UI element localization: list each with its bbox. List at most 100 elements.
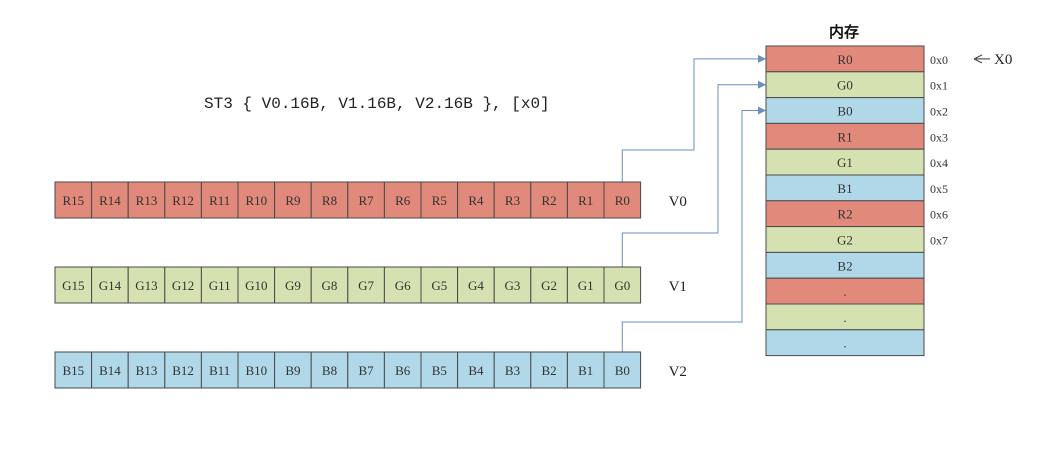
register-lane-label: G6 [395,278,411,293]
register-lane-cell [310,351,349,389]
register-lane-cell [237,181,276,219]
register-lane-label: B3 [505,363,520,378]
register-lane-label: R13 [136,193,158,208]
memory-cell-label: R2 [837,207,852,222]
register-lane-label: B14 [99,363,121,378]
memory-cell [765,226,925,253]
memory-cell [765,148,925,176]
register-lane-label: B6 [395,363,411,378]
memory-column: R0 0x0 G0 0x1 B0 0x2 R1 0x3 G1 0x4 B1 0x5 R2 0x6 G2 0x7… [765,45,948,357]
register-lane-label: R0 [615,193,630,208]
register-lane-label: R4 [468,193,484,208]
register-lane-label: R11 [209,193,230,208]
register-v1: G15 G14 G13 G12 G11 G10 G9 G8 G7 G6 G5 G4 G3 G2 G1 G0 V1 [54,266,687,304]
register-lane-label: R12 [172,193,194,208]
register-lane-label: B9 [285,363,300,378]
register-lane-label: G14 [99,278,122,293]
register-lane-label: R3 [505,193,520,208]
register-lane-label: R5 [432,193,447,208]
memory-address: 0x0 [930,53,948,67]
memory-cell [765,71,925,99]
memory-cell-label: . [843,336,846,351]
memory-address: 0x5 [930,182,948,196]
memory-address: 0x7 [930,234,948,248]
memory-cell-label: R1 [837,129,852,144]
register-lane-cell [200,266,239,304]
memory-address: 0x2 [930,105,948,119]
memory-cell [765,329,925,357]
register-lane-cell [237,266,276,304]
register-lane-cell [347,181,385,219]
connector-line-v2 [621,106,766,352]
register-lane-label: B13 [136,363,158,378]
register-lane-cell [127,181,166,219]
register-lane-cell [54,351,93,389]
register-lane-cell [347,351,385,389]
register-lane-label: B4 [468,363,484,378]
register-v0: R15 R14 R13 R12 R11 R10 R9 R8 R7 R6 R5 R4 R3 R2 R1 R0 V0 [54,181,687,219]
register-lane-cell [54,266,93,304]
register-lane-label: G13 [135,278,157,293]
register-lane-cell [566,266,605,304]
register-lane-cell [566,181,605,219]
register-lane-label: B2 [542,363,557,378]
register-lane-label: G5 [431,278,447,293]
register-lane-cell [164,351,202,389]
register-lane-label: B7 [359,363,375,378]
register-lane-label: R2 [542,193,557,208]
register-lane-label: R10 [245,193,267,208]
memory-cell [765,251,925,279]
memory-cell [765,174,925,202]
register-lane-label: B0 [615,363,630,378]
register-lane-label: G2 [541,278,557,293]
pointer-label: X0 [994,52,1012,68]
register-lane-cell [237,351,276,389]
register-lane-cell [530,266,568,304]
register-lane-label: B8 [322,363,337,378]
register-lane-cell [603,181,642,219]
memory-cell-label: G0 [837,78,853,93]
register-lane-label: R6 [395,193,411,208]
memory-cell [765,97,925,124]
register-lane-cell [274,351,312,389]
register-lane-label: B5 [432,363,447,378]
instruction-text: ST3 { V0.16B, V1.16B, V2.16B }, [x0] [204,95,550,113]
register-lane-label: G3 [505,278,521,293]
register-name: V1 [669,279,687,295]
register-lane-cell [274,181,312,219]
register-lane-label: B12 [172,363,194,378]
memory-cell-label: . [843,284,846,299]
memory-address: 0x4 [930,156,948,170]
register-lane-label: G15 [62,278,84,293]
register-lane-label: B1 [578,363,593,378]
register-name: V0 [669,194,687,210]
memory-cell-label: B1 [837,181,852,196]
register-lane-label: G1 [578,278,594,293]
register-lane-label: G12 [172,278,194,293]
register-lane-cell [383,181,422,219]
register-v2: B15 B14 B13 B12 B11 B10 B9 B8 B7 B6 B5 B4 B3 B2 B1 B0 V2 [54,351,687,389]
register-lane-cell [310,181,349,219]
memory-cell [765,303,925,331]
register-lane-label: R14 [99,193,121,208]
memory-address: 0x3 [930,130,948,144]
register-lane-cell [310,266,349,304]
memory-cell-label: B0 [837,104,852,119]
memory-address: 0x6 [930,208,948,222]
register-lane-cell [164,181,202,219]
register-lane-label: G0 [614,278,630,293]
register-lane-label: B11 [209,363,230,378]
register-lane-cell [127,351,166,389]
register-lane-label: R15 [62,193,84,208]
register-lane-label: R7 [359,193,375,208]
register-name: V2 [669,364,687,380]
register-lane-cell [530,181,568,219]
register-lane-label: G10 [245,278,267,293]
memory-cell-label: . [843,310,846,325]
memory-cell-label: G1 [837,155,853,170]
register-lane-cell [603,351,642,389]
register-lane-label: G7 [358,278,374,293]
register-lane-label: G4 [468,278,484,293]
memory-cell [765,200,925,228]
register-lane-label: B15 [62,363,84,378]
